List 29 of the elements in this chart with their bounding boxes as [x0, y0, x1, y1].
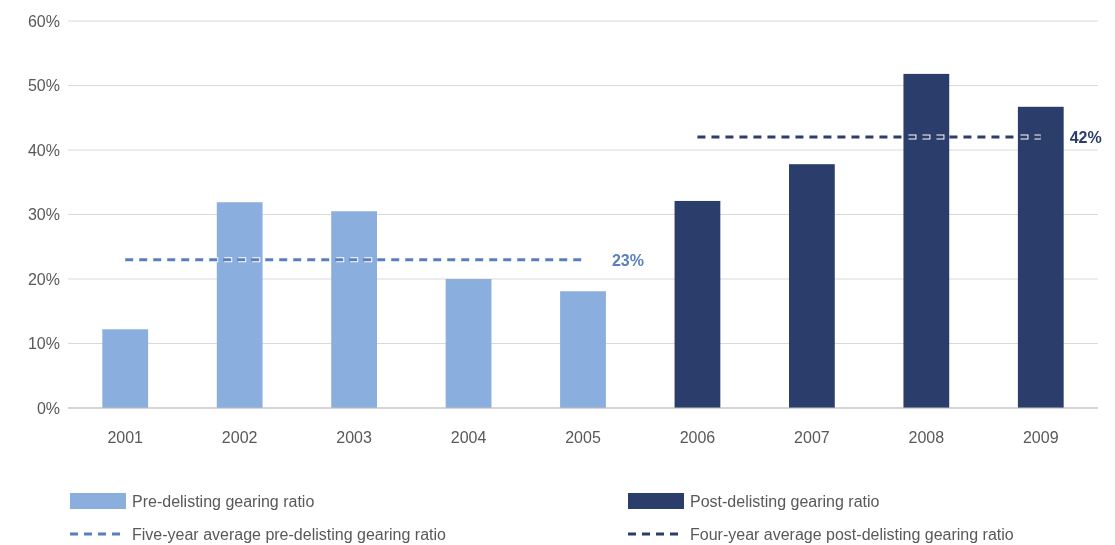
legend-label: Post-delisting gearing ratio — [690, 492, 880, 510]
x-tick-label: 2001 — [107, 429, 144, 446]
x-tick-label: 2006 — [679, 429, 716, 446]
legend-label: Five-year average pre-delisting gearing ratio — [132, 525, 447, 543]
x-tick-label: 2007 — [794, 429, 830, 446]
x-tick-label: 2002 — [221, 429, 258, 446]
x-tick-label: 2003 — [336, 429, 373, 446]
x-tick-label: 2008 — [908, 429, 945, 446]
legend-label: Four-year average post-delisting gearing ratio — [690, 525, 1014, 543]
bar — [560, 291, 606, 408]
bar — [789, 164, 835, 408]
bar — [216, 202, 263, 408]
y-tick-label: 10% — [27, 335, 60, 353]
bar — [674, 200, 721, 408]
bar — [445, 279, 492, 408]
y-tick-label: 50% — [27, 77, 60, 95]
y-tick-label: 20% — [27, 270, 60, 288]
y-tick-label: 40% — [27, 141, 60, 159]
y-tick-label: 30% — [27, 206, 60, 224]
bar — [102, 329, 149, 408]
bar — [331, 211, 377, 408]
y-tick-label: 0% — [36, 399, 60, 417]
y-tick-label: 60% — [27, 12, 60, 30]
x-tick-label: 2009 — [1022, 429, 1059, 446]
data-label: 23% — [611, 251, 644, 269]
legend-label: Pre-delisting gearing ratio — [132, 492, 315, 510]
data-label: 42% — [1069, 129, 1102, 147]
x-tick-label: 2004 — [450, 429, 487, 446]
x-tick-label: 2005 — [565, 429, 601, 446]
